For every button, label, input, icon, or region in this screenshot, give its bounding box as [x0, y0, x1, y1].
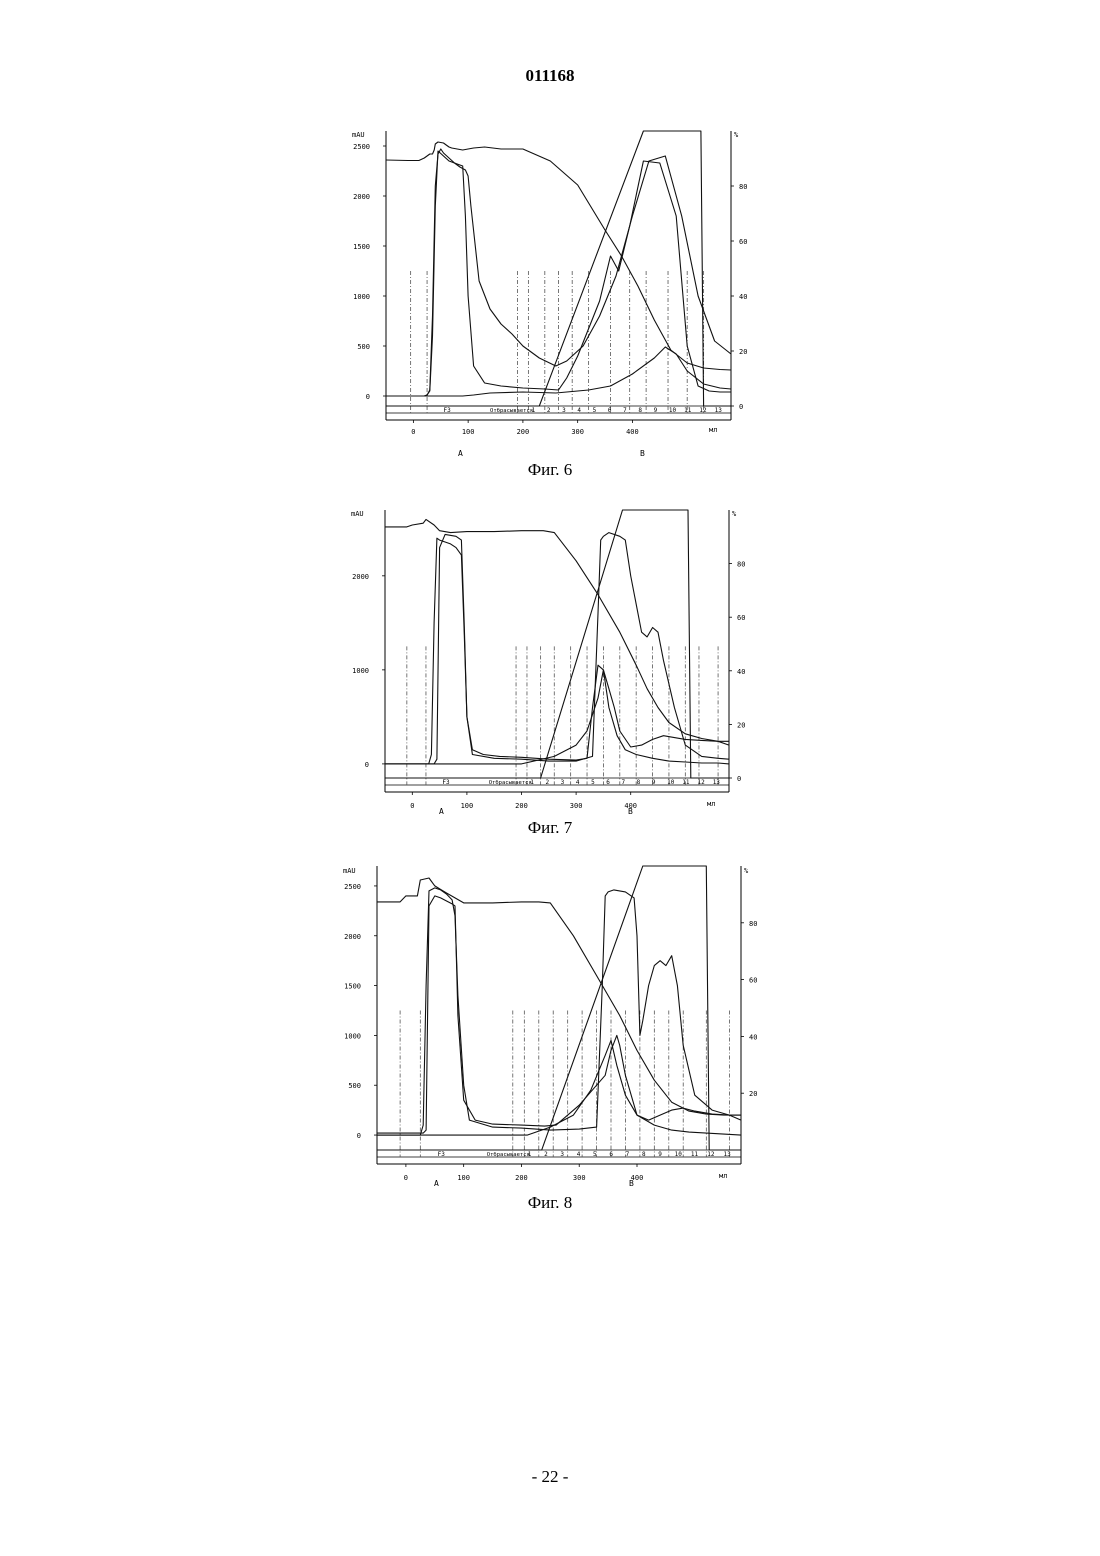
y-left-tick-label: 2500 [344, 883, 361, 891]
fraction-label: 12 [707, 1151, 715, 1158]
fraction-label: 2 [544, 1151, 548, 1158]
fraction-label-waste: Отбрасывается [487, 1151, 530, 1158]
series-line-5 [377, 866, 741, 1150]
fraction-label: 10 [675, 1151, 683, 1158]
fraction-label-f3: F3 [438, 1151, 446, 1158]
series-line-1 [377, 878, 741, 1115]
x-tick-label: 200 [515, 1174, 528, 1182]
y-left-tick-label: 2000 [344, 933, 361, 941]
region-label-b: B [629, 1179, 634, 1188]
x-tick-label: 300 [573, 1174, 586, 1182]
x-tick-label: 0 [404, 1174, 408, 1182]
x-tick-label: 100 [457, 1174, 470, 1182]
fraction-label: 5 [593, 1151, 597, 1158]
y-left-tick-label: 1500 [344, 983, 361, 991]
y-right-tick-label: 80 [749, 920, 757, 928]
y-left-tick-label: 0 [357, 1132, 361, 1140]
y-right-tick-label: 60 [749, 977, 757, 985]
series-line-2 [377, 888, 741, 1135]
x-unit: мл [719, 1172, 727, 1180]
fraction-label: 8 [642, 1151, 646, 1158]
page-number: - 22 - [0, 1467, 1100, 1487]
y-right-tick-label: 20 [749, 1090, 757, 1098]
y-left-tick-label: 1000 [344, 1032, 361, 1040]
fraction-label: 4 [577, 1151, 581, 1158]
fraction-label: 1 [528, 1151, 532, 1158]
y-left-unit: mAU [343, 867, 356, 875]
region-label-a: A [434, 1179, 439, 1188]
fraction-label: 7 [626, 1151, 630, 1158]
figure-8-caption: Фиг. 8 [0, 1193, 1100, 1213]
fraction-label: 6 [609, 1151, 613, 1158]
fraction-label: 3 [560, 1151, 564, 1158]
series-line-3 [377, 896, 741, 1133]
fraction-label: 13 [724, 1151, 732, 1158]
y-right-unit: % [744, 867, 749, 875]
y-left-tick-label: 500 [348, 1082, 361, 1090]
series-line-4 [377, 1040, 741, 1135]
y-right-tick-label: 40 [749, 1033, 757, 1041]
fraction-label: 11 [691, 1151, 699, 1158]
fraction-label: 9 [658, 1151, 662, 1158]
